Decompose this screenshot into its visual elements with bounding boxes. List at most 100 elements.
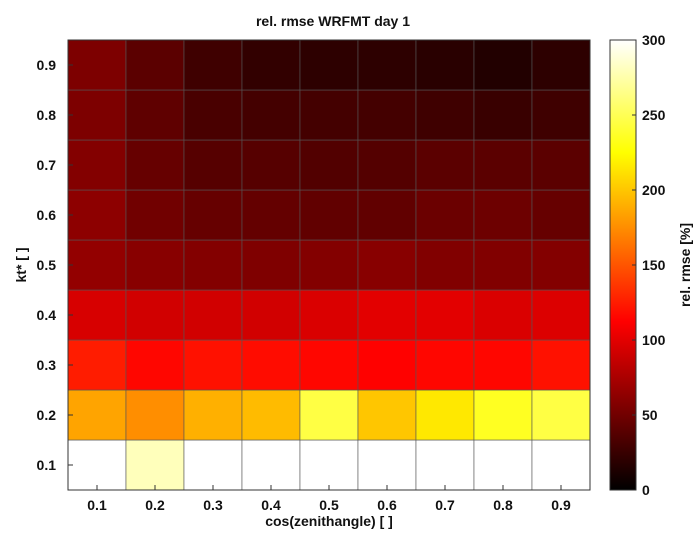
colorbar-tick-label: 0 — [642, 482, 650, 498]
heatmap-cell — [183, 289, 243, 341]
heatmap-cell — [473, 139, 533, 191]
y-tick-label: 0.1 — [37, 457, 57, 473]
colorbar-tick-label: 300 — [642, 32, 666, 48]
heatmap-cell — [357, 89, 417, 141]
x-tick-label: 0.9 — [551, 497, 571, 513]
y-tick-label: 0.6 — [37, 207, 57, 223]
heatmap-cell — [183, 139, 243, 191]
heatmap-cell — [241, 289, 301, 341]
heatmap-cell — [415, 189, 475, 241]
colorbar — [609, 39, 637, 491]
y-tick-label: 0.7 — [37, 157, 57, 173]
heatmap-cell — [125, 289, 185, 341]
heatmap-cell — [241, 39, 301, 91]
heatmap-cell — [67, 389, 127, 441]
heatmap-cell — [183, 239, 243, 291]
x-axis-label: cos(zenithangle) [ ] — [265, 513, 393, 529]
heatmap-cell — [299, 439, 359, 491]
heatmap-cell — [299, 289, 359, 341]
heatmap-cell — [299, 189, 359, 241]
heatmap-cell — [299, 139, 359, 191]
heatmap-cell — [531, 89, 591, 141]
heatmap-cell — [415, 339, 475, 391]
heatmap-cell — [415, 139, 475, 191]
heatmap-cell — [299, 39, 359, 91]
x-tick-label: 0.7 — [435, 497, 455, 513]
heatmap-cell — [531, 339, 591, 391]
colorbar-label: rel. rmse [%] — [677, 223, 693, 307]
y-axis-label: kt* [ ] — [13, 248, 29, 283]
heatmap-cell — [299, 339, 359, 391]
heatmap-cell — [125, 439, 185, 491]
heatmap-cell — [473, 389, 533, 441]
heatmap-cell — [241, 339, 301, 391]
colorbar-tick-label: 100 — [642, 332, 666, 348]
heatmap-cell — [125, 89, 185, 141]
heatmap-cell — [241, 139, 301, 191]
heatmap-cell — [473, 339, 533, 391]
heatmap-cell — [125, 389, 185, 441]
heatmap-cell — [531, 439, 591, 491]
heatmap-cell — [125, 339, 185, 391]
x-tick-label: 0.3 — [203, 497, 223, 513]
heatmap-cell — [183, 189, 243, 241]
heatmap-cell — [415, 39, 475, 91]
x-tick-label: 0.6 — [377, 497, 397, 513]
heatmap-cell — [531, 189, 591, 241]
heatmap-cell — [299, 89, 359, 141]
heatmap-cells — [67, 39, 591, 491]
y-tick-label: 0.5 — [37, 257, 57, 273]
heatmap-cell — [241, 189, 301, 241]
heatmap-cell — [183, 439, 243, 491]
colorbar-tick-label: 250 — [642, 107, 666, 123]
x-tick-label: 0.2 — [145, 497, 165, 513]
heatmap-cell — [67, 189, 127, 241]
heatmap-cell — [125, 189, 185, 241]
colorbar-ticks: 0 50 100 150 200 250 300 — [632, 32, 666, 498]
heatmap-cell — [473, 239, 533, 291]
heatmap-cell — [241, 389, 301, 441]
heatmap-cell — [125, 139, 185, 191]
heatmap-cell — [357, 439, 417, 491]
heatmap-cell — [473, 189, 533, 241]
heatmap-cell — [531, 289, 591, 341]
heatmap-cell — [241, 439, 301, 491]
y-axis-ticks: 0.1 0.2 0.3 0.4 0.5 0.6 0.7 0.8 0.9 — [37, 57, 73, 473]
heatmap-cell — [125, 39, 185, 91]
heatmap-cell — [125, 239, 185, 291]
colorbar-tick-label: 200 — [642, 182, 666, 198]
heatmap-cell — [531, 39, 591, 91]
y-tick-label: 0.4 — [37, 307, 57, 323]
heatmap-cell — [415, 389, 475, 441]
heatmap-cell — [531, 389, 591, 441]
colorbar-tick-label: 50 — [642, 407, 658, 423]
x-axis-ticks: 0.1 0.2 0.3 0.4 0.5 0.6 0.7 0.8 0.9 — [87, 485, 571, 513]
heatmap-cell — [183, 89, 243, 141]
heatmap-cell — [299, 389, 359, 441]
heatmap-cell — [67, 289, 127, 341]
chart-title: rel. rmse WRFMT day 1 — [256, 13, 410, 29]
heatmap-cell — [183, 39, 243, 91]
heatmap-cell — [473, 439, 533, 491]
y-tick-label: 0.3 — [37, 357, 57, 373]
colorbar-tick-label: 150 — [642, 257, 666, 273]
heatmap-cell — [67, 339, 127, 391]
heatmap-cell — [415, 289, 475, 341]
heatmap-cell — [415, 439, 475, 491]
heatmap-cell — [473, 289, 533, 341]
heatmap-cell — [357, 39, 417, 91]
heatmap-cell — [183, 389, 243, 441]
heatmap-cell — [183, 339, 243, 391]
heatmap-cell — [415, 89, 475, 141]
heatmap-cell — [473, 89, 533, 141]
y-tick-label: 0.2 — [37, 407, 57, 423]
heatmap-cell — [67, 239, 127, 291]
heatmap-cell — [67, 89, 127, 141]
heatmap-cell — [241, 239, 301, 291]
heatmap-cell — [357, 189, 417, 241]
x-tick-label: 0.5 — [319, 497, 339, 513]
heatmap-cell — [357, 139, 417, 191]
heatmap-cell — [357, 289, 417, 341]
